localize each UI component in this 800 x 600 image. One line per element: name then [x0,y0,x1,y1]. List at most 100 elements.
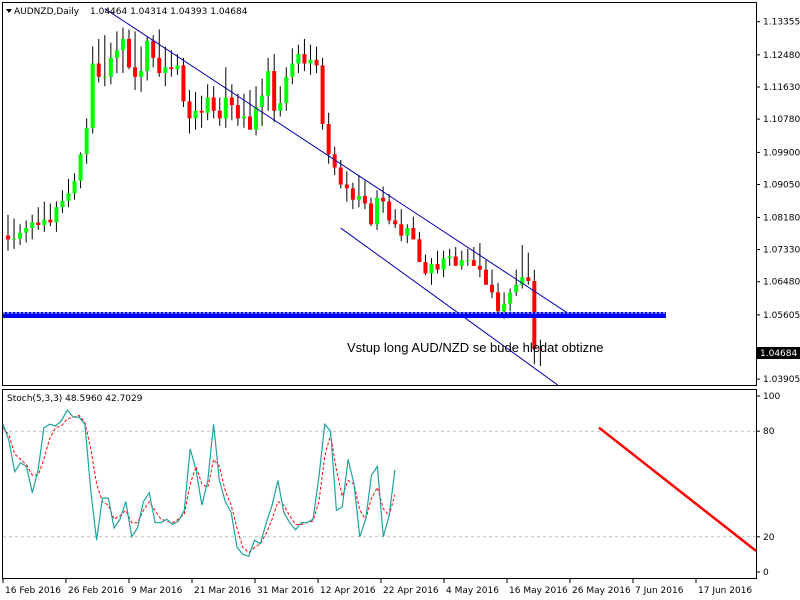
candle-body [393,220,398,225]
candle-body [217,110,222,119]
candle-body [326,124,331,155]
price-axis: 1.13355 1.12480 1.11630 1.10780 1.09900 1.090… [756,18,800,385]
candle-body [96,63,101,77]
candle-body [133,67,138,77]
candle-body [36,222,41,226]
lower-channel-line [340,227,558,386]
candle-body [332,154,337,168]
price-panel: Vstup long AUD/NZD se bude hledat obtizn… [2,2,800,386]
candle-body [423,262,428,274]
candle-body [490,284,494,293]
candle-body [24,228,29,233]
candle-body [163,67,168,73]
candle-body [387,201,392,221]
support-zone-band [3,312,666,319]
candle-body [411,228,416,240]
stochastic-panel: Stoch(5,3,3) 48.5960 42.7029 100 80 20 0 [2,389,780,579]
candle-body [320,65,325,125]
candle-body [248,116,252,130]
price-tick-label: 1.09050 [763,181,800,191]
candle-body [417,239,422,263]
candle-body [471,260,476,266]
candle-body [60,200,65,208]
current-price-box [757,347,800,359]
candle-body [302,54,307,64]
date-tick-label: 16 Feb 2016 [5,586,61,596]
candle-body [229,97,234,106]
price-tick-label: 1.12480 [763,51,800,61]
ohlc-values: 1.04464 1.04314 1.04393 1.04684 [90,7,248,17]
date-tick-label: 4 May 2016 [446,586,499,596]
candle-body [260,95,265,108]
candle-body [211,97,216,111]
date-axis: 16 Feb 2016 26 Feb 2016 9 Mar 2016 21 Mar 2… [2,578,752,596]
candle-body [266,71,271,96]
candle-body [369,203,373,225]
candle-body [465,260,470,262]
date-tick-label: 17 Jun 2016 [698,586,752,596]
current-price-marker: 1.04684 [757,347,800,359]
chart-header: AUDNZD,Daily 1.04464 1.04314 1.04393 1.0… [6,7,248,17]
candle-body [90,63,95,128]
candle-body [42,219,47,226]
date-tick-label: 21 Mar 2016 [194,586,251,596]
candle-body [72,180,77,194]
candle-body [453,256,458,266]
stoch-tick-label: 80 [763,427,775,437]
candle-body [290,63,295,77]
candle-body [193,110,198,119]
date-tick-label: 26 May 2016 [572,586,631,596]
candle-body [483,269,488,285]
price-tick-label: 1.06480 [763,278,800,288]
candle-body [429,263,434,274]
chevron-down-icon[interactable] [6,9,12,13]
price-tick-label: 1.08180 [763,213,800,223]
candle-body [308,59,313,64]
date-tick-label: 26 Feb 2016 [68,586,124,596]
candle-body [477,265,482,270]
annotation-text: Vstup long AUD/NZD se bude hledat obtizn… [347,340,604,355]
price-tick-label: 1.11630 [763,83,800,93]
candle-body [139,71,144,77]
date-tick-label: 22 Apr 2016 [383,586,439,596]
current-price-label: 1.04684 [760,349,797,359]
stoch-header: Stoch(5,3,3) 48.5960 42.7029 [7,394,143,404]
symbol-timeframe: AUDNZD,Daily [14,7,80,17]
upper-channel-line [104,8,571,316]
date-tick-label: 12 Apr 2016 [320,586,376,596]
candle-body [30,222,35,229]
candle-body [272,71,277,111]
candle-body [169,67,174,70]
price-tick-label: 1.13355 [763,18,800,28]
stoch-main-line [2,409,396,557]
candle-body [381,197,386,202]
candle-body [459,260,464,266]
date-tick-label: 9 Mar 2016 [131,586,183,596]
candle-body [254,107,259,130]
candle-body [78,154,83,181]
candle-body [12,238,17,240]
candle-body [520,277,525,285]
candle-body [120,38,125,51]
candle-body [108,57,113,77]
candle-body [145,40,150,72]
candle-body [496,292,501,312]
date-tick-label: 31 Mar 2016 [257,586,314,596]
candle-body [18,232,23,239]
stoch-axis: 100 80 20 0 [756,392,780,578]
candle-body [502,303,507,312]
date-tick-label: 16 May 2016 [509,586,568,596]
candle-body [314,59,319,66]
candle-body [175,65,180,70]
candle-body [350,188,355,200]
price-tick-label: 1.10780 [763,115,800,125]
candle-body [102,76,107,78]
candle-body [223,97,228,119]
candle-body [278,103,283,111]
candle-body [526,277,531,281]
candle-body [362,195,367,204]
candle-body [235,105,240,119]
candle-body [296,54,301,64]
candle-body [375,197,380,225]
